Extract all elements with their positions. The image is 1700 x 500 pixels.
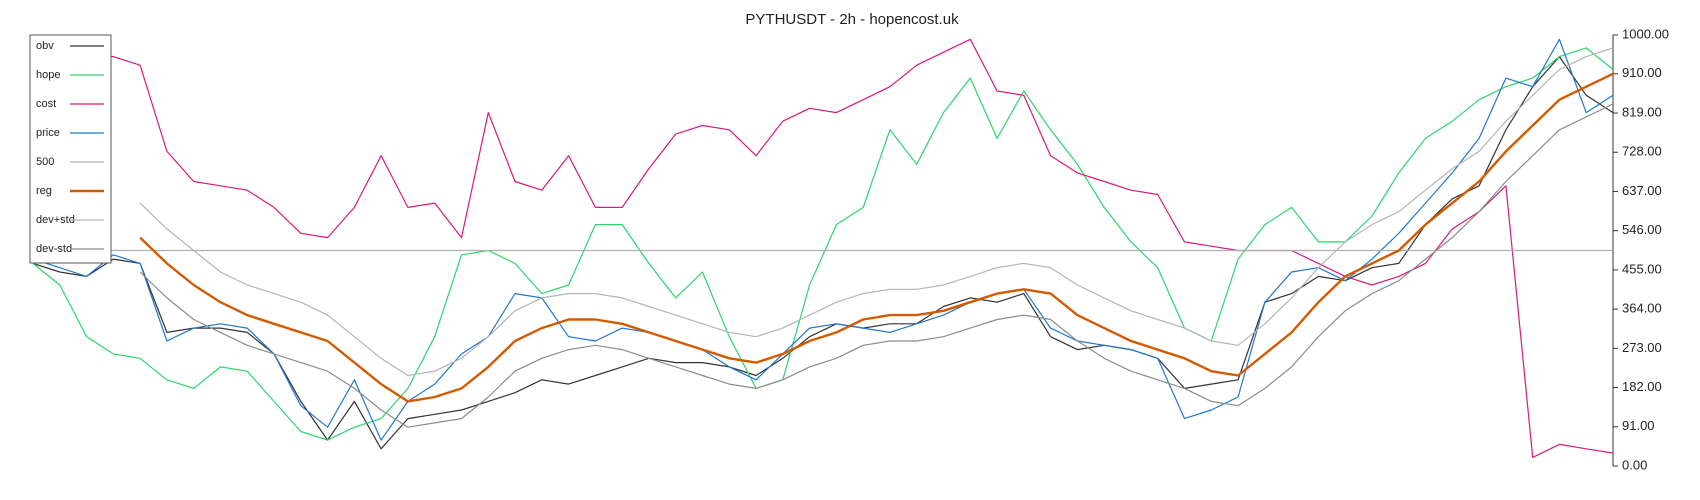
series-line [139, 47, 1614, 377]
legend: obv hope cost price 500 reg dev+std dev-std [29, 34, 112, 264]
y-tick-label: 91.00 [1622, 418, 1655, 433]
y-tick-label: 0.00 [1622, 457, 1647, 472]
series-line [33, 38, 1614, 458]
legend-label: obv [36, 40, 54, 52]
y-tick-label: 728.00 [1622, 144, 1662, 159]
legend-label: dev+std [36, 214, 75, 226]
plot-area: 0.00 91.00 182.00 273.00 364.00 455.00 546.00 6… [32, 26, 1669, 472]
y-tick-label: 273.00 [1622, 340, 1662, 355]
y-tick-label: 637.00 [1622, 183, 1662, 198]
y-tick-label: 819.00 [1622, 104, 1662, 119]
legend-label: hope [36, 69, 60, 81]
series-line [32, 47, 1614, 441]
y-tick-label: 455.00 [1622, 261, 1662, 276]
y-tick-label: 910.00 [1622, 65, 1662, 80]
series-line [139, 72, 1614, 403]
legend-label: cost [36, 98, 56, 110]
chart-title: PYTHUSDT - 2h - hopencost.uk [745, 11, 959, 28]
legend-label: reg [36, 185, 52, 197]
series-line [32, 38, 1614, 441]
series-line [32, 56, 1614, 450]
y-tick-label: 1000.00 [1622, 26, 1669, 41]
y-tick-label: 364.00 [1622, 301, 1662, 316]
y-tick-label: 182.00 [1622, 379, 1662, 394]
y-tick-label: 546.00 [1622, 222, 1662, 237]
legend-box [29, 34, 112, 264]
series-line [139, 103, 1614, 428]
legend-label: dev-std [36, 243, 72, 255]
legend-label: 500 [36, 156, 54, 168]
legend-label: price [36, 127, 60, 139]
